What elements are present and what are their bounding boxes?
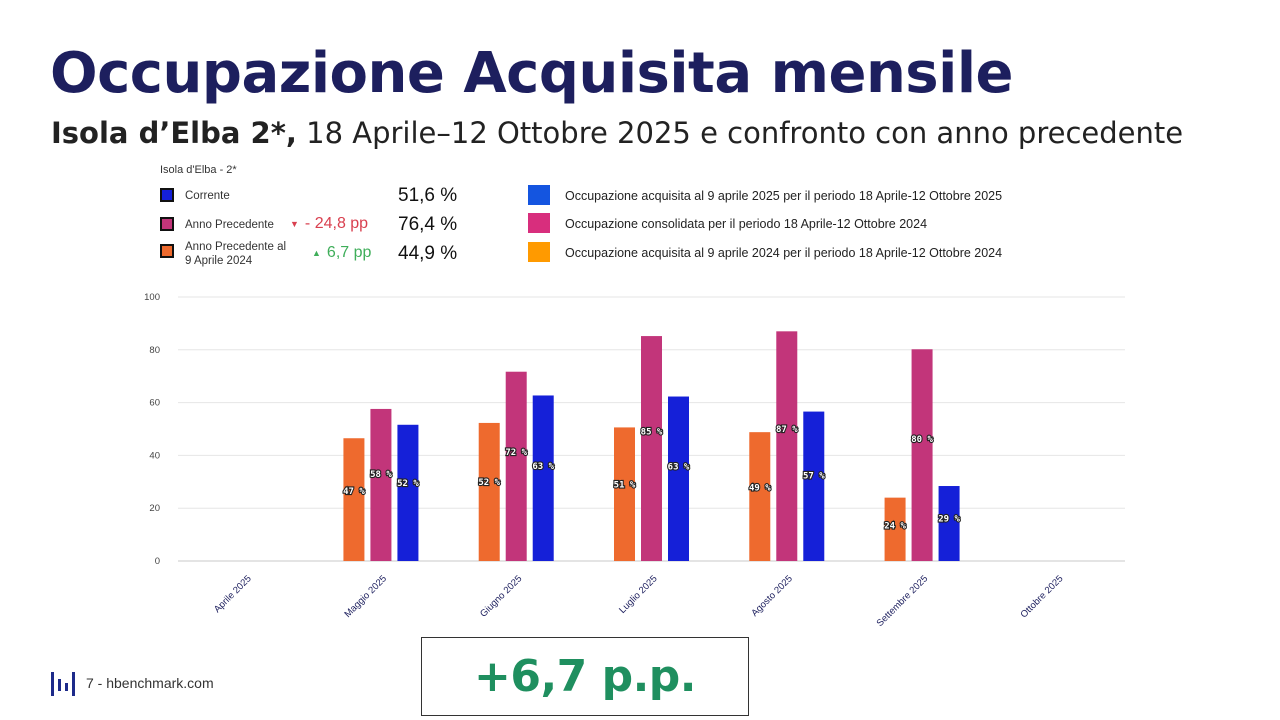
legend-label: Occupazione acquisita al 9 aprile 2025 p… [565,189,1003,203]
x-category-label: Maggio 2025 [342,573,389,620]
kpi-previous-year-april-label-line2: 9 Aprile 2024 [185,255,253,268]
delta-callout-value: +6,7 p.p. [473,651,697,702]
kpi-previous-year-april-label: Anno Precedente al 9 Aprile 2024 [185,240,286,269]
bar [370,408,392,561]
legend-label: Occupazione consolidata per il periodo 1… [565,217,928,231]
legend-swatch-orange [528,242,550,262]
kpi-current-value: 51,6 % [398,185,458,206]
kpi-previous-year-april-label-line1: Anno Precedente al [185,241,287,253]
triangle-down-icon: ▼ [290,218,299,229]
bar-data-label: 80 % [911,435,933,445]
bar [614,427,635,561]
legend-label: Occupazione acquisita al 9 aprile 2024 p… [565,246,1003,260]
x-category-label: Giugno 2025 [478,573,524,619]
x-category-label: Agosto 2025 [749,573,795,619]
subtitle-location: Isola d’Elba 2*, [51,116,297,150]
x-category-label: Ottobre 2025 [1018,573,1065,620]
region-label: Isola d'Elba - 2* [160,164,237,176]
bar-data-label: 72 % [505,448,527,458]
kpi-previous-year-april-delta-value: 6,7 pp [326,244,372,261]
bar-data-label: 24 % [884,521,906,531]
page-title: Occupazione Acquisita mensile [50,41,1014,106]
y-tick-label: 60 [149,398,160,409]
x-category-label: Aprile 2025 [212,573,254,615]
kpi-previous-year-swatch [160,217,174,231]
subtitle-period: 18 Aprile–12 Ottobre 2025 e confronto co… [296,116,1184,150]
bar [911,349,933,561]
bar [803,411,825,561]
delta-callout-box: +6,7 p.p. [421,637,749,716]
bar [641,336,662,561]
kpi-current-swatch [160,188,174,202]
bar [884,497,906,561]
bar [749,432,771,561]
bar [668,396,689,561]
bar-data-label: 51 % [614,481,636,491]
footer-page-text: 7 - hbenchmark.com [86,675,214,691]
bar [505,371,527,561]
bar-data-label: 52 % [478,478,500,488]
y-tick-label: 0 [155,556,160,567]
x-category-label: Settembre 2025 [875,573,931,628]
bar [343,438,365,561]
kpi-previous-year-april-delta: ▲ 6,7 pp [312,244,371,262]
bar-data-label: 63 % [668,463,690,473]
occupancy-bar-chart: 0 20 40 60 80 100 Aprile 2025 47 % 58 % 52 % Maggi… [144,292,1125,628]
kpi-previous-year-delta-value: - 24,8 pp [304,215,369,232]
bar [532,395,554,561]
kpi-previous-year-delta: ▼ - 24,8 pp [290,215,368,233]
bar-data-label: 58 % [370,470,392,480]
triangle-up-icon: ▲ [312,247,321,258]
kpi-previous-year-april-value: 44,9 % [398,243,458,264]
bar [397,424,419,561]
bar-data-label: 29 % [938,515,960,525]
kpi-previous-year-value: 76,4 % [398,214,458,235]
bar-data-label: 85 % [641,428,663,438]
y-tick-label: 20 [149,503,160,514]
bar-data-label: 57 % [803,471,825,481]
page-subtitle: Isola d’Elba 2*, 18 Aprile–12 Ottobre 20… [51,116,1183,151]
bar [478,422,500,561]
bar-data-label: 87 % [776,425,798,435]
bar [938,486,960,561]
y-tick-label: 40 [149,450,160,461]
bar-data-label: 49 % [749,483,771,493]
kpi-current-label: Corrente [185,190,230,202]
kpi-previous-year-april-swatch [160,244,174,258]
legend-swatch-magenta [528,213,550,233]
hbenchmark-logo-icon [51,672,75,696]
kpi-previous-year-label: Anno Precedente [185,219,274,231]
x-category-label: Luglio 2025 [617,573,660,616]
legend-swatch-blue [528,185,550,205]
bar-data-label: 63 % [532,462,554,472]
bar-data-label: 52 % [397,479,419,489]
bar-data-label: 47 % [343,487,365,497]
y-tick-label: 80 [149,345,160,356]
bar [776,331,798,561]
y-tick-label: 100 [144,292,160,303]
